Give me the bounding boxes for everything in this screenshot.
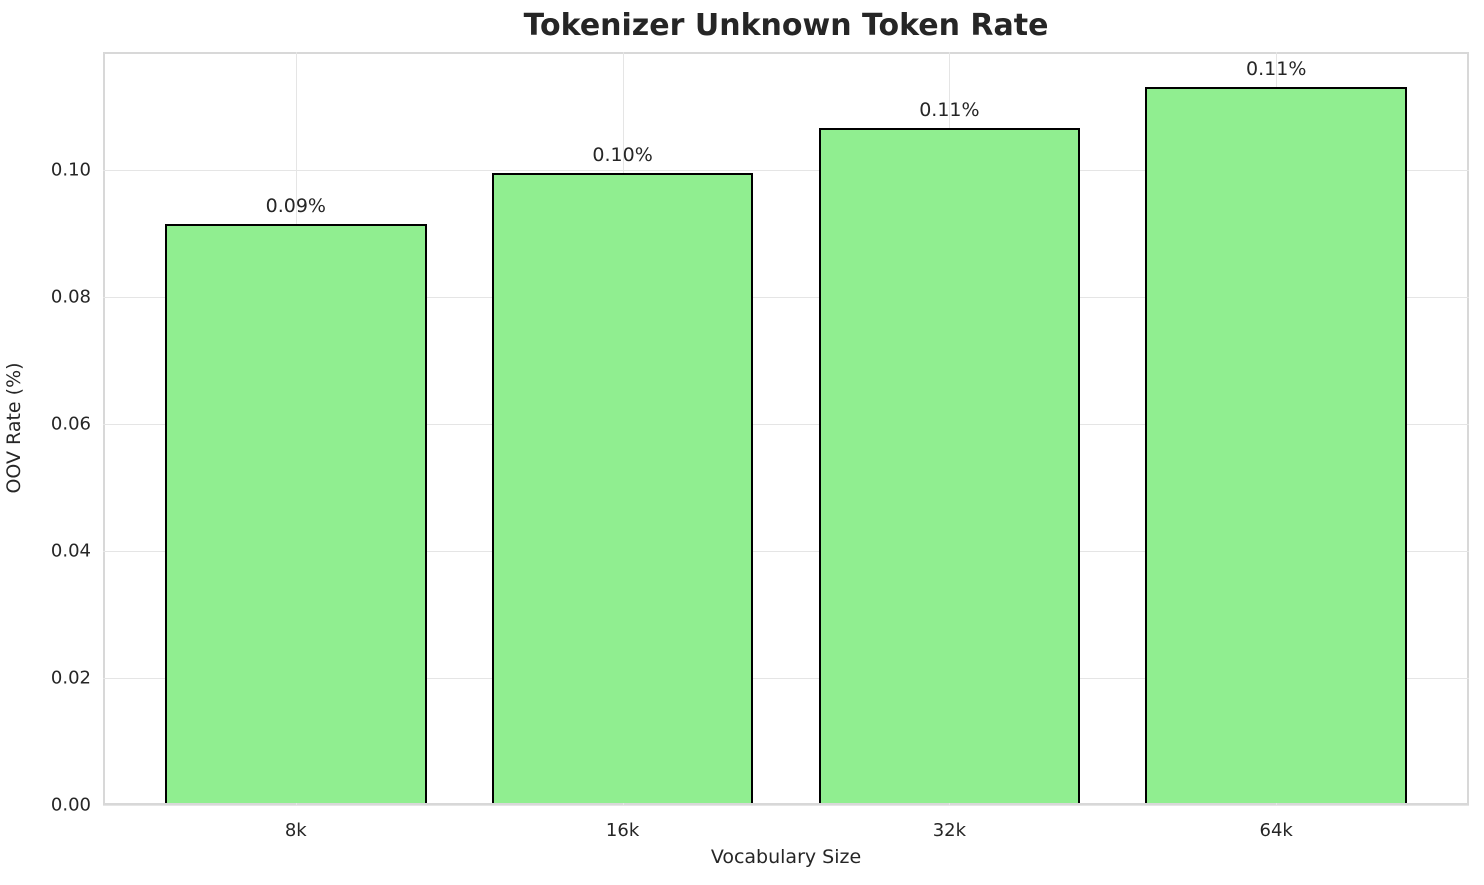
bar-value-label: 0.10% xyxy=(592,143,653,166)
bar-value-label: 0.11% xyxy=(1246,57,1307,80)
bar xyxy=(165,223,427,803)
x-tick-label: 16k xyxy=(605,820,640,841)
y-tick-label: 0.04 xyxy=(50,540,91,562)
y-tick-label: 0.08 xyxy=(50,286,91,308)
bar xyxy=(491,172,754,803)
y-tick-label: 0.00 xyxy=(50,794,91,816)
x-axis-label: Vocabulary Size xyxy=(710,846,862,868)
h-gridline xyxy=(103,805,1469,806)
h-gridline xyxy=(103,296,1469,298)
h-gridline xyxy=(103,677,1469,679)
x-tick-label: 64k xyxy=(1259,820,1293,841)
bar-value-label: 0.11% xyxy=(919,99,980,122)
chart-title: Tokenizer Unknown Token Rate xyxy=(523,8,1049,43)
x-tick-label: 32k xyxy=(932,820,967,841)
x-tick-label: 8k xyxy=(284,820,307,841)
h-gridline xyxy=(103,423,1469,425)
y-tick-label: 0.06 xyxy=(50,413,91,435)
y-tick-label: 0.02 xyxy=(50,667,91,689)
y-axis-label: OOV Rate (%) xyxy=(3,362,25,494)
h-gridline xyxy=(103,550,1469,552)
bar-value-label: 0.09% xyxy=(265,194,326,217)
bar xyxy=(818,128,1081,803)
bar xyxy=(1145,86,1407,803)
h-gridline xyxy=(103,169,1469,171)
y-tick-label: 0.10 xyxy=(50,159,91,181)
